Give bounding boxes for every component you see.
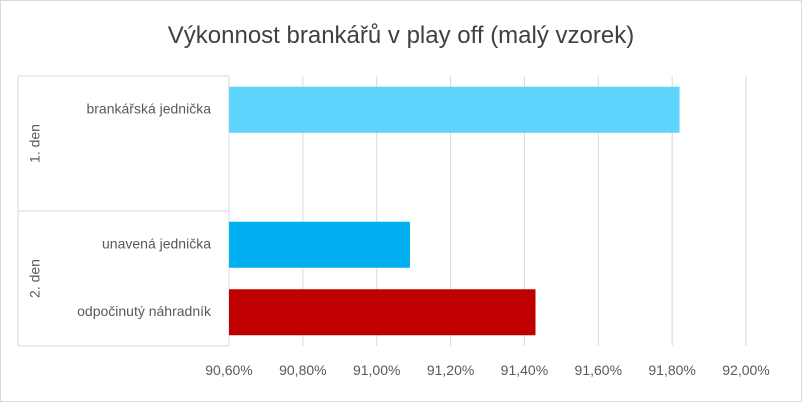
tick-label: 91,40% — [501, 362, 548, 378]
category-label: brankářská jednička — [86, 100, 211, 116]
tick-label: 91,60% — [575, 362, 622, 378]
tick-label: 91,20% — [427, 362, 474, 378]
tick-label: 90,60% — [205, 362, 252, 378]
bar — [229, 289, 536, 336]
group-label: 2. den — [27, 259, 43, 298]
bar — [229, 86, 680, 133]
tick-label: 91,00% — [353, 362, 400, 378]
group-label: 1. den — [27, 124, 43, 163]
category-label: odpočinutý náhradník — [77, 303, 212, 319]
tick-label: 92,00% — [722, 362, 769, 378]
bar — [229, 221, 410, 268]
tick-label: 90,80% — [279, 362, 326, 378]
category-label: unavená jednička — [102, 235, 211, 251]
chart-title: Výkonnost brankářů v play off (malý vzor… — [167, 22, 635, 49]
tick-label: 91,80% — [648, 362, 695, 378]
